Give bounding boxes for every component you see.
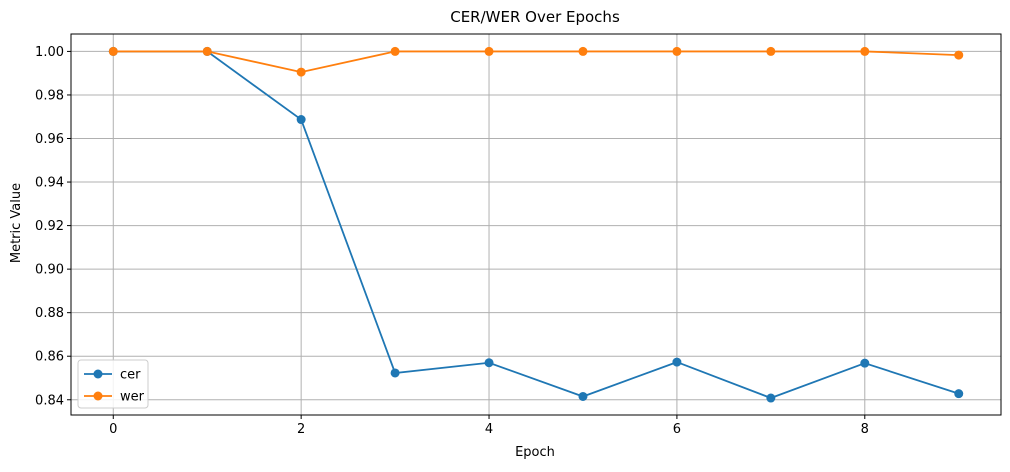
y-tick-label: 1.00 [35,45,64,60]
plot-frame [70,33,1002,416]
data-point-cer [954,389,964,399]
y-tick-label: 0.86 [35,350,64,365]
legend-item-cer: cer [84,368,141,383]
data-point-wer [484,46,494,56]
series-wer [108,46,964,77]
x-tick-label: 2 [297,422,305,437]
chart-title: CER/WER Over Epochs [450,8,620,26]
x-axis-label: Epoch [515,445,555,460]
data-point-cer [672,357,682,367]
y-tick-label: 0.98 [35,88,64,103]
legend: cer wer [77,359,149,409]
series-layer [108,46,964,403]
y-tick-label: 0.92 [35,219,64,234]
x-tick-label: 8 [861,422,869,437]
y-tick-label: 0.84 [35,393,64,408]
axis-ticks: 0 2 4 6 8 0.84 0.86 0.88 0.90 0.92 0.94 0.96 0.98 1.0… [35,45,869,437]
data-point-wer [108,46,118,56]
y-tick-label: 0.96 [35,132,64,147]
data-point-wer [766,46,776,56]
data-point-cer [578,391,588,401]
x-tick-label: 6 [673,422,681,437]
data-point-wer [954,50,964,60]
data-point-wer [578,46,588,56]
data-point-wer [390,46,400,56]
data-point-wer [860,46,870,56]
y-tick-label: 0.94 [35,176,64,191]
legend-label: cer [120,368,141,383]
data-point-cer [860,358,870,368]
data-point-wer [672,46,682,56]
legend-marker [93,391,103,401]
series-line-wer [113,50,959,74]
data-point-wer [296,67,306,77]
y-tick-label: 0.90 [35,263,64,278]
data-point-cer [390,368,400,378]
data-point-cer [296,115,306,125]
legend-item-wer: wer [84,390,145,405]
y-axis-label: Metric Value [9,183,24,263]
data-point-wer [202,46,212,56]
legend-marker [93,369,103,379]
y-tick-label: 0.88 [35,306,64,321]
x-tick-label: 0 [109,422,117,437]
data-point-cer [484,358,494,368]
x-tick-label: 4 [485,422,493,437]
legend-label: wer [120,390,145,405]
data-point-cer [766,393,776,403]
series-line-cer [113,50,960,399]
